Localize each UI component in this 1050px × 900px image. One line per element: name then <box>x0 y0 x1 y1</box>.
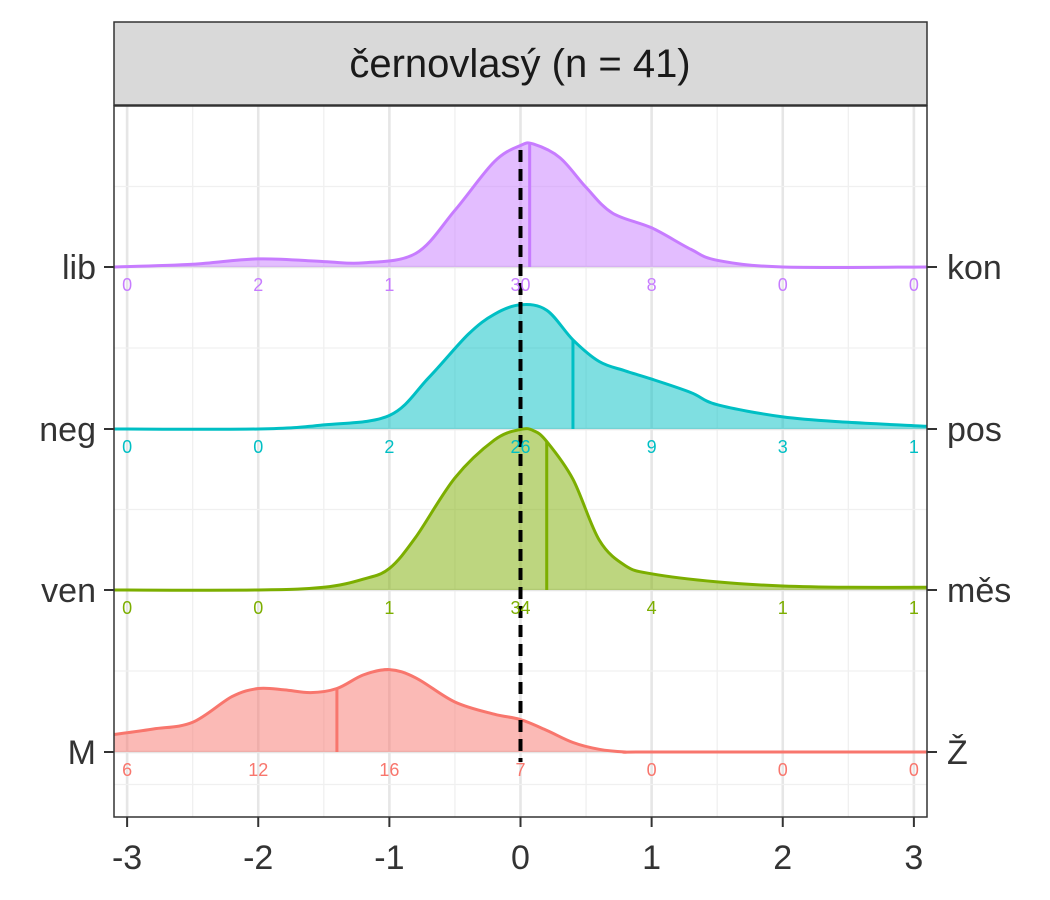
x-tick-label: -1 <box>374 839 404 877</box>
count-label: 0 <box>122 437 132 457</box>
y-label-left: ven <box>41 572 96 610</box>
count-label: 7 <box>515 760 525 780</box>
x-tick-label: -2 <box>243 839 273 877</box>
count-label: 1 <box>909 598 919 618</box>
count-label: 26 <box>510 437 530 457</box>
y-label-left: neg <box>39 411 96 449</box>
y-label-right: měs <box>947 572 1011 610</box>
density-line <box>113 668 927 754</box>
count-label: 0 <box>122 598 132 618</box>
strip-background <box>113 21 928 106</box>
ridge-lib <box>113 141 928 269</box>
y-label-right: Ž <box>947 734 968 772</box>
y-label-right: kon <box>947 249 1002 287</box>
count-label: 0 <box>122 275 132 295</box>
density-line <box>113 427 928 592</box>
x-tick-label: 0 <box>511 839 530 877</box>
count-label: 0 <box>778 275 788 295</box>
chart-title: černovlasý (n = 41) <box>349 42 690 86</box>
count-labels: 6 12 16 7 0 0 0 0 0 1 34 4 1 1 0 0 2 26 9 3 1 0 2 1 30 8 0 0 <box>122 275 919 780</box>
count-label: 0 <box>647 760 657 780</box>
count-label: 1 <box>384 275 394 295</box>
count-label: 9 <box>647 437 657 457</box>
count-label: 4 <box>647 598 657 618</box>
count-label: 0 <box>253 437 263 457</box>
y-label-left: lib <box>62 249 96 287</box>
count-label: 0 <box>253 598 263 618</box>
x-tick-label: 1 <box>642 839 661 877</box>
y-label-left: M <box>68 734 96 772</box>
y-label-right: pos <box>947 411 1002 449</box>
ridge-ven <box>113 427 928 592</box>
count-label: 8 <box>647 275 657 295</box>
density-area <box>114 142 927 268</box>
count-label: 12 <box>248 760 268 780</box>
density-line <box>113 141 928 269</box>
x-tick-label: -3 <box>112 839 142 877</box>
count-label: 30 <box>510 275 530 295</box>
density-area <box>114 428 927 591</box>
count-label: 1 <box>909 437 919 457</box>
count-label: 34 <box>510 598 530 618</box>
count-label: 3 <box>778 437 788 457</box>
x-tick-label: 3 <box>904 839 923 877</box>
count-label: 1 <box>384 598 394 618</box>
density-area <box>114 669 927 753</box>
ridge-M <box>113 668 927 754</box>
count-label: 16 <box>379 760 399 780</box>
count-label: 2 <box>253 275 263 295</box>
count-label: 2 <box>384 437 394 457</box>
count-label: 0 <box>778 760 788 780</box>
density-line <box>113 303 928 431</box>
count-label: 0 <box>909 275 919 295</box>
x-tick-label: 2 <box>773 839 792 877</box>
count-label: 0 <box>909 760 919 780</box>
count-label: 1 <box>778 598 788 618</box>
count-label: 6 <box>122 760 132 780</box>
